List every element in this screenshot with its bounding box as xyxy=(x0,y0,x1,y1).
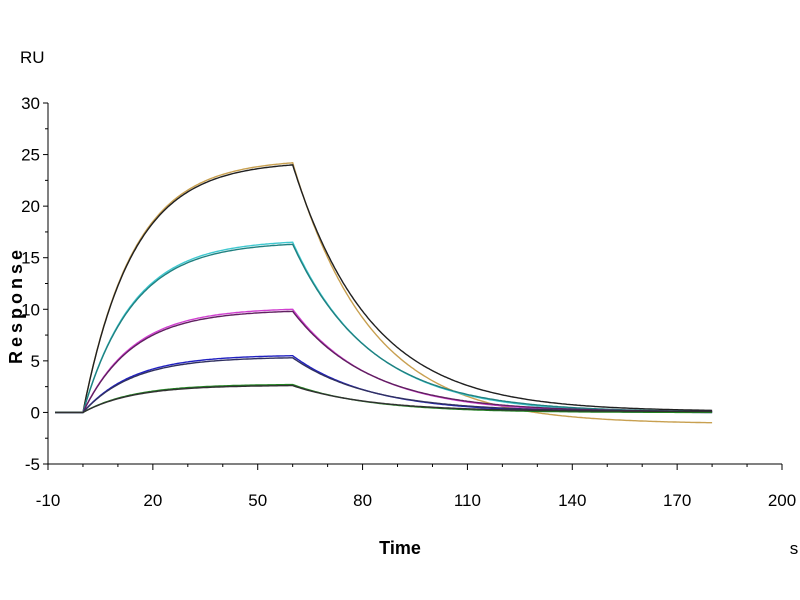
y-tick-label: 10 xyxy=(21,300,40,319)
series-line-6 xyxy=(55,310,713,414)
y-tick-label: 5 xyxy=(31,352,40,371)
y-tick-label: 30 xyxy=(21,94,40,113)
series-line-2 xyxy=(55,164,713,414)
x-tick-label: 80 xyxy=(353,491,372,510)
y-tick-label: 0 xyxy=(31,403,40,422)
x-axis-title: Time xyxy=(379,538,421,558)
ticks: -5 0 5 10 15 20 25 30 -10 20 50 80 110 140 170 200 xyxy=(21,94,796,510)
y-axis-title: Response xyxy=(6,246,26,364)
series-line-3 xyxy=(55,241,713,414)
series-line-4 xyxy=(55,243,713,414)
x-unit-label: s xyxy=(790,539,799,558)
x-tick-label: 50 xyxy=(248,491,267,510)
x-tick-label: -10 xyxy=(36,491,61,510)
labels: RU Response Time s xyxy=(6,48,798,558)
series-line-1 xyxy=(55,162,713,424)
x-tick-label: 170 xyxy=(663,491,691,510)
x-tick-label: 140 xyxy=(558,491,586,510)
x-tick-label: 110 xyxy=(454,491,481,510)
y-tick-label: -5 xyxy=(25,455,40,474)
y-tick-label: 15 xyxy=(21,249,40,268)
y-tick-label: 25 xyxy=(21,146,40,165)
x-tick-label: 200 xyxy=(768,491,796,510)
y-tick-label: 20 xyxy=(21,197,40,216)
x-tick-label: 20 xyxy=(143,491,162,510)
y-unit-label: RU xyxy=(20,48,45,67)
series-group xyxy=(55,162,713,424)
series-line-10 xyxy=(55,384,713,414)
